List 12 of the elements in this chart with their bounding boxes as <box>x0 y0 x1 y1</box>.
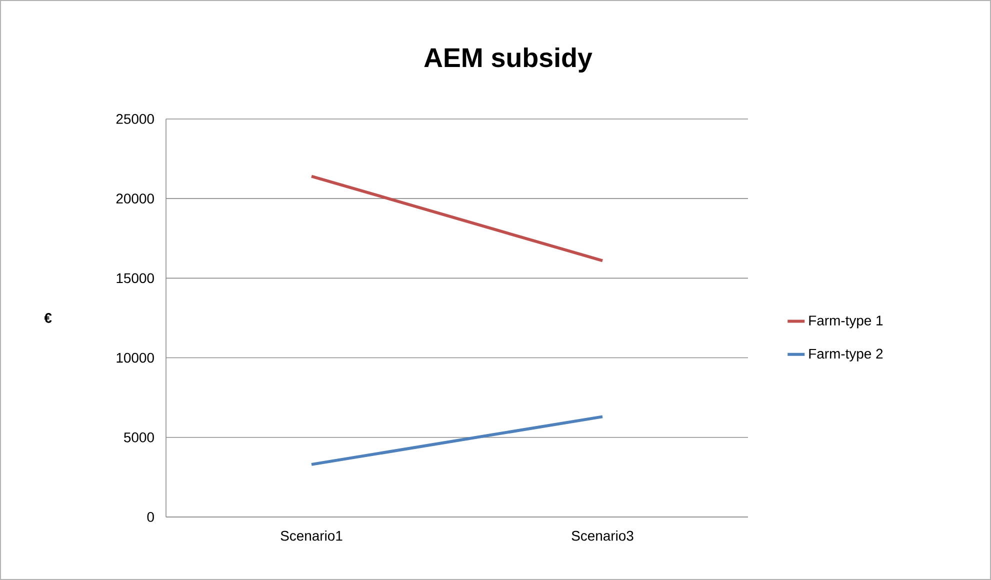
y-tick-label: 20000 <box>116 194 154 204</box>
y-tick-label: 25000 <box>116 114 154 124</box>
y-tick-label: 15000 <box>116 273 154 284</box>
chart-title: AEM subsidy <box>424 47 592 73</box>
y-tick-label: 10000 <box>116 352 154 363</box>
legend-label: Farm-type 1 <box>809 316 883 328</box>
legend-label: Farm-type 2 <box>809 348 883 362</box>
y-axis-title: € <box>44 313 52 323</box>
y-tick-label: 5000 <box>124 432 154 442</box>
x-tick-label: Scenario3 <box>572 530 634 541</box>
y-tick-label: 0 <box>147 512 154 522</box>
x-tick-label: Scenario1 <box>280 530 342 541</box>
